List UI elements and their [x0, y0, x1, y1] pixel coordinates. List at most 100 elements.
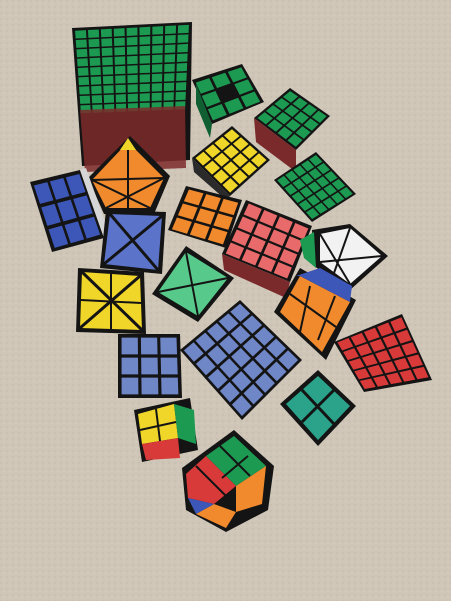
sticker	[121, 337, 138, 355]
sticker	[152, 26, 164, 35]
sticker	[175, 91, 186, 101]
sticker	[121, 377, 139, 395]
sticker	[177, 34, 189, 43]
sticker	[101, 47, 113, 57]
sticker	[293, 111, 309, 124]
sticker	[211, 72, 231, 89]
sticker	[160, 357, 178, 375]
sticker	[300, 173, 314, 185]
sticker	[356, 343, 373, 356]
sticker	[377, 322, 393, 337]
sticker	[164, 63, 175, 73]
sticker	[412, 366, 429, 380]
sticker	[263, 242, 282, 259]
sticker	[163, 82, 175, 92]
sticker	[407, 354, 423, 368]
sticker	[164, 35, 176, 44]
sticker	[49, 178, 70, 200]
sticker	[177, 203, 198, 220]
sticker	[102, 57, 113, 66]
sticker	[316, 176, 330, 188]
sticker	[323, 184, 337, 196]
sticker	[266, 338, 287, 358]
sticker	[207, 368, 228, 389]
sticker	[164, 73, 175, 82]
sticker	[222, 178, 239, 193]
sticker	[103, 85, 114, 94]
sticker	[274, 98, 290, 110]
sticker	[195, 78, 215, 94]
sticker	[207, 103, 227, 121]
sticker	[164, 54, 176, 63]
sticker	[139, 45, 151, 55]
sticker	[152, 54, 163, 64]
sticker	[284, 236, 303, 253]
sticker	[337, 338, 354, 351]
sticker	[354, 368, 371, 380]
sticker	[393, 357, 410, 371]
sticker	[257, 112, 273, 125]
sticker	[311, 110, 327, 123]
sticker	[121, 357, 139, 375]
sticker	[293, 165, 307, 177]
sticker	[91, 95, 103, 104]
sticker	[114, 47, 126, 56]
sticker	[331, 192, 345, 204]
sticker	[218, 85, 238, 101]
sticker	[230, 303, 251, 322]
sticker	[284, 104, 300, 117]
sticker	[165, 25, 177, 35]
big-blue-cube	[180, 300, 302, 420]
sticker	[64, 221, 85, 244]
sticker	[390, 317, 407, 332]
sticker	[231, 229, 251, 246]
blue-skewb-cube	[100, 210, 166, 274]
sticker	[48, 225, 69, 248]
sticker	[240, 91, 261, 108]
sticker	[141, 357, 158, 375]
sticker	[265, 105, 282, 118]
sticker	[164, 44, 176, 54]
sticker	[139, 64, 151, 74]
sticker	[126, 46, 138, 55]
dodecahedron-puzzle	[182, 430, 274, 532]
sticker	[266, 361, 287, 382]
teal-2x2-cube	[280, 370, 356, 446]
sticker	[219, 358, 240, 379]
sticker	[218, 313, 239, 332]
sticker	[213, 169, 230, 184]
sticker	[308, 168, 322, 180]
sticker	[316, 163, 330, 175]
sticker	[213, 152, 230, 167]
sticker	[183, 342, 204, 362]
sticker	[102, 66, 114, 75]
sticker	[232, 153, 249, 168]
sticker	[348, 358, 365, 370]
sticker	[204, 144, 221, 158]
sticker	[290, 223, 309, 240]
sticker	[223, 145, 240, 159]
sticker	[307, 194, 321, 206]
sticker	[255, 372, 275, 393]
sticker	[90, 76, 102, 85]
sticker	[77, 67, 89, 76]
sticker	[77, 58, 89, 67]
sticker	[278, 350, 299, 370]
sticker	[224, 97, 244, 114]
sticker	[207, 345, 228, 365]
sticker	[127, 55, 138, 65]
sticker	[139, 36, 151, 45]
sticker	[195, 355, 216, 376]
sticker	[151, 83, 163, 92]
sticker	[243, 360, 263, 381]
sticker	[395, 329, 412, 344]
sticker	[277, 126, 293, 140]
sticker	[183, 189, 204, 206]
sticker	[139, 74, 150, 83]
sticker	[259, 210, 278, 227]
sticker	[242, 337, 263, 357]
sticker	[298, 199, 312, 211]
sticker	[90, 66, 101, 76]
sticker	[115, 84, 126, 94]
